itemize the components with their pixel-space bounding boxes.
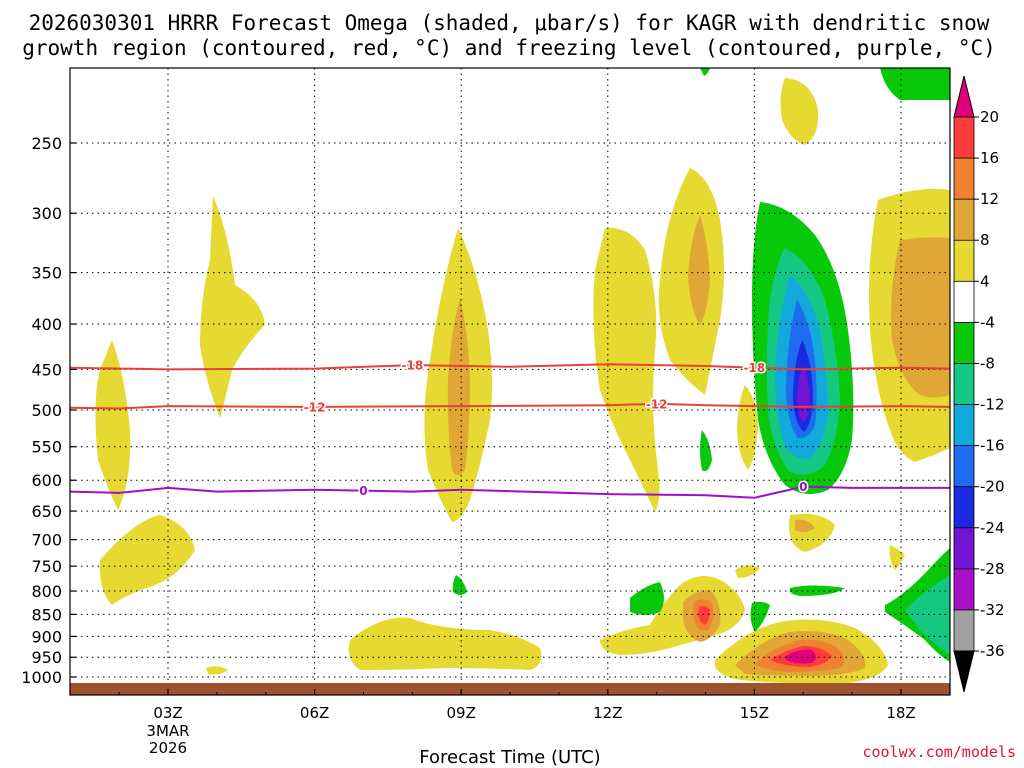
y-tick-label-400: 400 [31,315,62,334]
y-tick-label-950: 950 [31,648,62,667]
omega-region-upward-15z-top-low [735,565,760,578]
colorbar-swatch [953,445,975,488]
colorbar-swatch [953,157,975,201]
colorbar-swatch [953,527,975,570]
colorbar-tick-label--20: -20 [980,478,1005,496]
x-date-month: 3MAR [146,722,189,740]
contour-label--18: -18 [401,359,423,373]
colorbar-tick-label--32: -32 [980,601,1005,619]
colorbar-top-arrow [953,75,975,118]
x-axis: 03Z 06Z 09Z 12Z 15Z 18Z [69,689,951,722]
y-tick-label-600: 600 [31,471,62,490]
colorbar-swatch [953,321,975,365]
y-axis: 250 300 350 400 450 500 550 600 650 700 750 800 850 9… [21,134,76,687]
x-tick-label-15Z: 15Z [740,704,769,722]
chart-title-line1: 2026030301 HRRR Forecast Omega (shaded, … [29,11,990,35]
omega-region-moderate-09z [447,298,470,475]
y-tick-label-800: 800 [31,582,62,601]
y-tick-label-350: 350 [31,264,62,283]
omega-region-upward-01z [95,340,131,510]
contour-label--12: -12 [646,397,668,411]
colorbar-tick-label-16: 16 [980,149,999,167]
colorbar-tick-label--4: -4 [980,313,995,331]
colorbar-swatch [953,609,975,652]
colorbar-swatch [953,198,975,242]
colorbar-swatch [953,363,975,406]
contour-line--18 [70,363,950,371]
colorbar-swatch [953,404,975,447]
colorbar-tick-label--24: -24 [980,519,1005,537]
omega-region-moderate-14z [688,215,710,325]
colorbar-tick-label--12: -12 [980,396,1005,414]
contour-line-0 [70,485,950,499]
omega-region-upward-top [780,78,819,145]
colorbar-swatch [953,568,975,611]
contour-label--12: -12 [304,400,326,414]
y-tick-label-450: 450 [31,360,62,379]
omega-region-upward-boundary-layer [348,617,542,670]
colorbar-bottom-arrow [953,650,975,693]
colorbar-swatch [953,239,975,283]
omega-region-moderate-18z [891,237,950,398]
x-tick-label-06Z: 06Z [300,704,329,722]
colorbar-tick-label--8: -8 [980,354,995,372]
colorbar-tick-label--16: -16 [980,437,1005,455]
colorbar-swatch [953,486,975,529]
omega-region-upward-low-02z [99,515,195,605]
omega-region-upward-04z-low [206,666,228,675]
colorbar-tick-label-12: 12 [980,190,999,208]
colorbar-swatch [953,116,975,159]
x-tick-label-09Z: 09Z [447,704,476,722]
contour-line--12 [70,402,950,410]
plot-area: -18 -18 -12 -12 0 0 [69,67,951,696]
y-tick-label-550: 550 [31,438,62,457]
y-tick-label-700: 700 [31,531,62,550]
colorbar-tick-label--36: -36 [980,642,1005,660]
ground-surface [70,683,950,695]
chart-title-line2: growth region (contoured, red, °C) and f… [22,36,996,60]
omega-region-upward-18z-low [889,545,905,570]
credit-link[interactable]: coolwx.com/models [862,743,1016,761]
x-axis-label: Forecast Time (UTC) [419,747,600,768]
omega-region-upward-12z-13z [593,227,660,512]
contour-label-0: 0 [359,484,367,498]
omega-region-intense-14z-low [698,606,710,625]
grid-lines [70,68,950,695]
colorbar-tick-label-20: 20 [980,108,999,126]
y-tick-label-250: 250 [31,134,62,153]
y-tick-label-900: 900 [31,627,62,646]
omega-region-subsidence-16z-low [789,585,845,596]
omega-shading [95,68,950,684]
colorbar-tick-label-4: 4 [980,272,990,290]
omega-region-subsidence-top-small [700,68,710,76]
x-date-year: 2026 [149,739,187,757]
x-tick-label-12Z: 12Z [593,704,622,722]
x-tick-label-18Z: 18Z [886,704,915,722]
y-tick-label-500: 500 [31,401,62,420]
colorbar-tick-label-8: 8 [980,231,990,249]
omega-region-extreme-16z-low [786,649,816,664]
colorbar-tick-label--28: -28 [980,560,1005,578]
omega-region-subsidence-14z-mid [700,430,712,472]
y-tick-label-1000: 1000 [21,668,62,687]
x-tick-label-03Z: 03Z [153,704,182,722]
contour-lines: -18 -18 -12 -12 0 0 [70,357,950,500]
y-tick-label-850: 850 [31,605,62,624]
y-tick-label-650: 650 [31,502,62,521]
colorbar: 20 16 12 8 4 -4 -8 -12 -16 -20 -24 -28 -32 -36 [953,75,1005,693]
omega-region-subsidence-19z-mod [905,575,950,655]
omega-region-subsidence-09z-low [452,575,467,595]
y-tick-label-300: 300 [31,204,62,223]
omega-region-subsidence-15z-low [750,601,770,632]
omega-region-subsidence-top-right [880,68,950,100]
colorbar-swatch [953,280,975,324]
contour-label-0: 0 [799,480,807,494]
y-tick-label-750: 750 [31,557,62,576]
omega-region-upward-04z [200,196,265,418]
omega-region-moderate-16z-mid [795,519,815,533]
omega-region-subsidence-13z-low [630,582,664,615]
contour-label--18: -18 [744,361,766,375]
